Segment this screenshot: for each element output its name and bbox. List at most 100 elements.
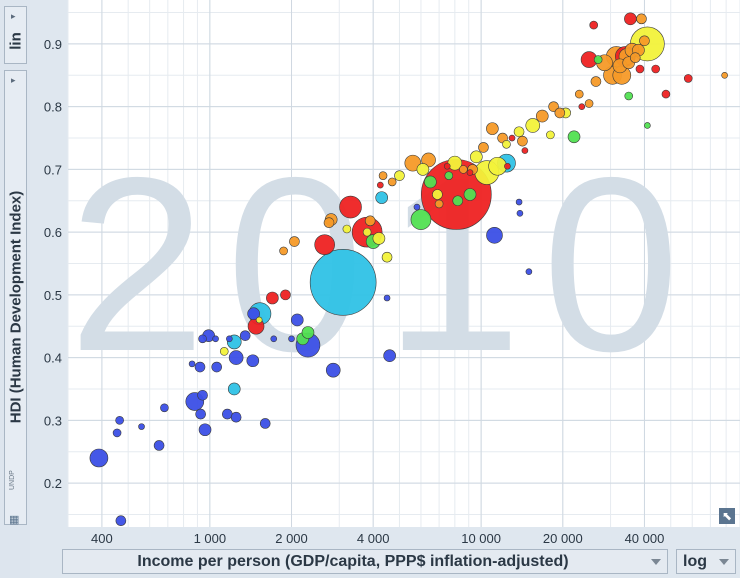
bubble <box>342 224 352 234</box>
bubble <box>554 107 566 119</box>
x-tick-label: 400 <box>91 531 113 546</box>
bubble <box>721 71 728 79</box>
bubble <box>546 130 555 140</box>
bubble <box>590 76 602 87</box>
y-tick-labels: 0.2 0.3 0.4 0.5 0.6 0.7 0.8 0.9 <box>44 37 62 491</box>
y-scale-dropdown[interactable]: ▸ lin <box>4 6 27 64</box>
y-tick-label: 0.6 <box>44 225 62 240</box>
bubble <box>259 418 271 429</box>
y-tick-label: 0.5 <box>44 288 62 303</box>
bubble <box>434 199 444 209</box>
bubble <box>219 347 229 356</box>
expand-arrow-icon[interactable]: ⬉ <box>719 508 735 524</box>
bubble <box>323 217 335 229</box>
bubble <box>413 203 421 211</box>
bubble <box>247 307 260 320</box>
bubble <box>289 236 300 247</box>
y-tick-label: 0.8 <box>44 100 62 115</box>
bubble <box>270 335 278 343</box>
bubble <box>517 135 528 147</box>
bubbles-layer <box>89 12 728 527</box>
bubble <box>486 122 499 135</box>
bubble <box>624 91 634 101</box>
bubble <box>375 191 388 204</box>
x-tick-label: 40 000 <box>625 531 665 546</box>
bubble <box>466 169 474 176</box>
bubble <box>578 103 586 110</box>
x-tick-label: 20 000 <box>543 531 583 546</box>
bubble <box>362 227 372 237</box>
bubble <box>198 334 207 344</box>
bubble <box>521 147 529 154</box>
bubble <box>574 89 584 99</box>
bubble <box>325 362 341 378</box>
x-axis-indicator-dropdown[interactable]: Income per person (GDP/capita, PPP$ infl… <box>62 549 668 574</box>
bubble <box>424 175 437 189</box>
bubble <box>115 416 124 425</box>
x-tick-labels: 400 1 000 2 000 4 000 10 000 20 000 40 000 <box>91 531 664 546</box>
bubble <box>309 249 377 316</box>
table-grid-icon[interactable]: ▦ <box>9 514 20 526</box>
bubble <box>443 162 451 170</box>
bubble <box>508 134 516 142</box>
bubble <box>452 195 464 207</box>
bubble <box>381 251 393 263</box>
x-scale-dropdown[interactable]: log <box>676 549 736 574</box>
y-tick-label: 0.4 <box>44 351 62 366</box>
bubble <box>504 162 511 170</box>
bubble <box>644 122 651 129</box>
y-axis-label: HDI (Human Development Index) <box>7 190 24 423</box>
bubble <box>516 210 524 217</box>
bubble <box>410 209 432 230</box>
x-tick-label: 2 000 <box>275 531 308 546</box>
bubble <box>463 188 477 201</box>
bubble <box>290 313 304 327</box>
bubble <box>525 118 541 133</box>
bubble <box>246 354 260 368</box>
bubble <box>387 177 397 187</box>
bubble <box>288 335 295 343</box>
bubble <box>416 163 430 176</box>
bubble <box>89 448 109 468</box>
bubble <box>535 109 549 123</box>
bubble <box>228 350 244 365</box>
bubble <box>525 268 533 275</box>
bubble <box>279 246 288 256</box>
bubble <box>383 294 391 302</box>
source-tag: UNDP <box>9 470 16 490</box>
bubble <box>383 349 396 363</box>
bubble <box>593 55 603 64</box>
dropdown-arrow-icon: ▸ <box>11 11 16 21</box>
y-tick-label: 0.7 <box>44 162 62 177</box>
dropdown-arrow-icon: ▸ <box>11 75 16 85</box>
bubble <box>488 156 507 176</box>
bubble <box>280 289 291 301</box>
bubble <box>211 361 223 373</box>
y-tick-label: 0.3 <box>44 413 62 428</box>
bubble <box>378 171 388 180</box>
x-scale-label: log <box>683 553 707 570</box>
x-axis-label: Income per person (GDP/capita, PPP$ infl… <box>137 553 569 570</box>
y-scale-label: lin <box>7 31 24 50</box>
bubble <box>624 12 637 26</box>
bubble <box>584 99 594 108</box>
bubble <box>432 189 443 200</box>
bubble <box>198 423 212 437</box>
bubble <box>589 20 599 30</box>
bubble <box>683 74 693 83</box>
x-tick-label: 4 000 <box>357 531 390 546</box>
bubble <box>459 165 468 174</box>
bubble <box>212 335 219 343</box>
x-tick-label: 10 000 <box>461 531 501 546</box>
bubble <box>394 170 405 181</box>
bubble <box>255 316 263 324</box>
bubble <box>470 150 483 164</box>
bubble <box>372 232 386 245</box>
bubble <box>651 64 660 74</box>
bubble <box>339 195 362 219</box>
bubble <box>364 215 376 227</box>
bubble <box>444 171 454 180</box>
bubble <box>639 35 650 47</box>
bubble <box>635 64 645 74</box>
y-axis-indicator-dropdown[interactable]: ▸ HDI (Human Development Index) <box>4 70 27 525</box>
